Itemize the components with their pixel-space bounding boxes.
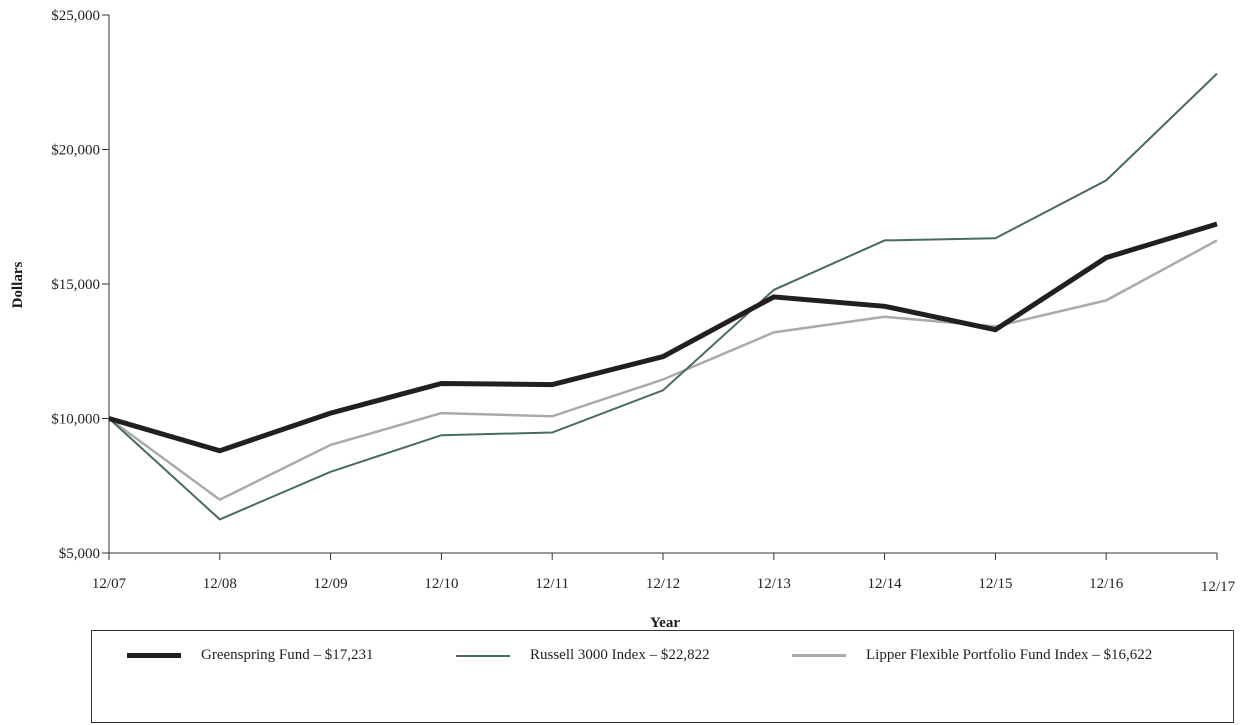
x-tick-label: 12/10: [424, 576, 458, 592]
legend-swatch-greenspring: [127, 653, 181, 658]
series-line-2: [108, 239, 1218, 502]
x-tick-label: 12/07: [92, 576, 127, 592]
y-tick-label: $25,000: [51, 8, 100, 24]
x-tick-label: 12/14: [868, 576, 903, 592]
y-tick-label: $5,000: [59, 546, 100, 562]
series-layer: [108, 72, 1218, 521]
x-tick-label: 12/12: [646, 576, 680, 592]
legend-item-greenspring: Greenspring Fund – $17,231: [127, 647, 374, 664]
legend-swatch-russell: [456, 654, 510, 657]
x-tick-label: 12/17: [1201, 579, 1236, 595]
y-tick-label: $10,000: [51, 412, 100, 428]
legend-label-lipper: Lipper Flexible Portfolio Fund Index – $…: [866, 647, 1153, 663]
x-tick-label: 12/15: [978, 576, 1012, 592]
y-axis-title: Dollars: [10, 262, 26, 309]
legend-swatch-lipper: [792, 654, 846, 657]
y-tick-label: $15,000: [51, 277, 100, 293]
legend-item-russell: Russell 3000 Index – $22,822: [456, 647, 710, 664]
x-tick-label: 12/08: [203, 576, 237, 592]
x-axis-title: Year: [650, 615, 680, 630]
series-line-1: [108, 72, 1218, 521]
x-tick-label: 12/11: [535, 576, 569, 592]
legend-label-russell: Russell 3000 Index – $22,822: [530, 647, 710, 663]
series-line-0: [108, 221, 1218, 454]
y-tick-label: $20,000: [51, 143, 100, 159]
legend-item-lipper: Lipper Flexible Portfolio Fund Index – $…: [792, 647, 1152, 664]
legend-label-greenspring: Greenspring Fund – $17,231: [201, 647, 374, 663]
axes: $5,000 $10,000 $15,000 $20,000 $25,000 12/07 1…: [51, 8, 1235, 595]
x-tick-label: 12/09: [314, 576, 348, 592]
legend: Greenspring Fund – $17,231 Russell 3000 …: [91, 630, 1234, 723]
x-tick-label: 12/13: [757, 576, 791, 592]
x-tick-label: 12/16: [1089, 576, 1124, 592]
line-chart: $5,000 $10,000 $15,000 $20,000 $25,000 12/07 1…: [10, 8, 1236, 630]
